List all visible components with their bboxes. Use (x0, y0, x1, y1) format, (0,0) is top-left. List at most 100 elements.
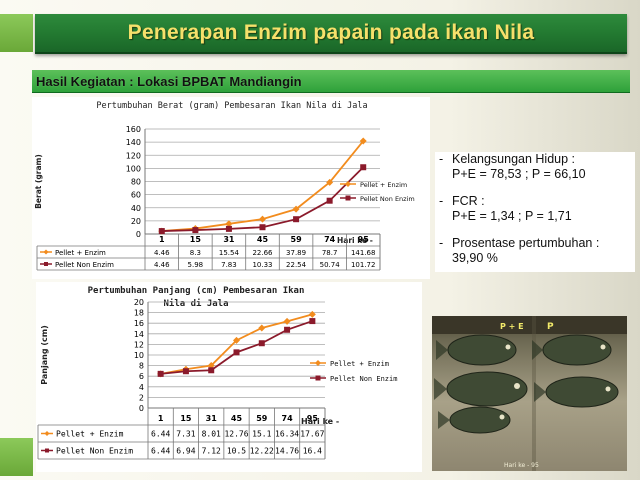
table-value: 16.4 (303, 447, 322, 456)
table-series-name: Pellet + Enzim (56, 430, 124, 439)
y-tick-label: 14 (134, 330, 144, 339)
data-point (284, 326, 291, 333)
table-value: 22.54 (286, 261, 307, 269)
data-point (258, 340, 265, 347)
y-tick-label: 40 (131, 204, 141, 213)
table-value: 22.66 (252, 249, 273, 257)
table-value: 4.46 (154, 249, 170, 257)
data-point (158, 228, 165, 235)
y-tick-label: 8 (139, 362, 144, 371)
table-value: 5.98 (188, 261, 204, 269)
table-value: 16.34 (275, 430, 299, 439)
table-value: 12.22 (250, 447, 274, 456)
data-point (308, 310, 316, 318)
legend-marker (315, 360, 321, 366)
x-tick-label: 59 (291, 235, 303, 244)
x-tick-label: 1 (159, 235, 165, 244)
y-tick-label: 160 (126, 125, 141, 134)
bullet-dash: - (439, 194, 444, 208)
result-line-value: P+E = 1,34 ; P = 1,71 (452, 209, 572, 223)
title-bar: Penerapan Enzim papain pada ikan Nila (35, 14, 627, 54)
x-axis-label: Hari ke - (337, 236, 373, 245)
table-value: 14.76 (275, 447, 299, 456)
table-series-name: Pellet Non Enzim (56, 447, 133, 456)
table-value: 10.33 (252, 261, 272, 269)
y-tick-label: 2 (139, 393, 144, 402)
data-point (259, 215, 266, 223)
chart-title: Pertumbuhan Berat (gram) Pembesaran Ikan… (96, 101, 367, 111)
x-tick-label: 95 (307, 414, 319, 423)
y-tick-label: 60 (131, 191, 141, 200)
result-line-label: Kelangsungan Hidup : (452, 152, 576, 166)
table-value: 141.68 (351, 249, 376, 257)
result-line-label: Prosentase pertumbuhan : (452, 236, 600, 250)
table-series-name: Pellet + Enzim (55, 249, 106, 257)
result-line-label: FCR : (452, 194, 485, 208)
y-axis-label: Berat (gram) (34, 154, 43, 209)
x-tick-label: 45 (231, 414, 243, 423)
deco-bar-bottom (0, 438, 33, 476)
result-line-value: P+E = 78,53 ; P = 66,10 (452, 167, 586, 181)
table-legend-marker (44, 262, 48, 266)
y-tick-label: 0 (136, 230, 141, 239)
result-line-value: 39,90 % (452, 251, 498, 265)
table-value: 50.74 (320, 261, 341, 269)
data-point (283, 317, 291, 325)
bullet-dash: - (439, 152, 444, 166)
y-tick-label: 0 (139, 404, 144, 413)
data-point (309, 318, 316, 325)
weight-chart: Pertumbuhan Berat (gram) Pembesaran Ikan… (32, 97, 430, 279)
y-tick-label: 80 (131, 178, 141, 187)
data-point (292, 205, 300, 213)
y-tick-label: 140 (126, 138, 141, 147)
table-value: 17.67 (300, 430, 324, 439)
table-legend-marker (44, 431, 50, 436)
data-point (192, 227, 199, 234)
subtitle-bar: Hasil Kegiatan : Lokasi BPBAT Mandiangin (32, 70, 630, 93)
data-point (293, 216, 300, 223)
table-value: 4.46 (154, 261, 170, 269)
table-value: 6.94 (176, 447, 195, 456)
table-legend-marker (45, 448, 49, 453)
legend-marker (345, 181, 351, 187)
legend-label: Pellet Non Enzim (360, 195, 415, 203)
x-tick-label: 15 (180, 414, 192, 423)
table-value: 8.3 (190, 249, 201, 257)
legend-label: Pellet + Enzim (360, 181, 407, 189)
table-value: 37.89 (286, 249, 306, 257)
legend-label: Pellet + Enzim (330, 360, 389, 368)
y-tick-label: 10 (134, 351, 144, 360)
table-value: 101.72 (351, 261, 376, 269)
slide-title: Penerapan Enzim papain pada ikan Nila (127, 21, 535, 44)
x-tick-label: 74 (324, 235, 336, 244)
table-value: 15.1 (252, 430, 271, 439)
data-point (326, 197, 333, 204)
deco-bar-top (0, 14, 33, 52)
table-legend-marker (43, 249, 49, 255)
y-tick-label: 100 (126, 164, 141, 173)
x-tick-label: 15 (190, 235, 202, 244)
table-value: 7.12 (202, 447, 221, 456)
result-text: Kelangsungan Hidup : P+E = 78,53 ; P = 66… (452, 152, 586, 182)
data-point (225, 220, 233, 228)
y-tick-label: 20 (134, 298, 144, 307)
length-chart: Pertumbuhan Panjang (cm) Pembesaran Ikan… (36, 282, 422, 472)
y-tick-label: 12 (134, 340, 144, 349)
data-point (225, 225, 232, 232)
table-value: 6.44 (151, 430, 170, 439)
x-tick-label: 31 (206, 414, 218, 423)
table-value: 6.44 (151, 447, 170, 456)
x-tick-label: 59 (256, 414, 268, 423)
data-point (360, 164, 367, 171)
data-point (359, 137, 367, 145)
table-value: 8.01 (202, 430, 221, 439)
y-tick-label: 16 (134, 319, 144, 328)
results-list: - Kelangsungan Hidup : P+E = 78,53 ; P = 6… (435, 152, 635, 272)
table-value: 10.5 (227, 447, 246, 456)
data-point (259, 224, 266, 231)
y-axis-label: Panjang (cm) (40, 325, 49, 384)
table-value: 7.31 (176, 430, 195, 439)
table-value: 7.83 (221, 261, 237, 269)
weight-chart-svg: Pertumbuhan Berat (gram) Pembesaran Ikan… (34, 101, 415, 271)
y-tick-label: 120 (126, 151, 141, 160)
